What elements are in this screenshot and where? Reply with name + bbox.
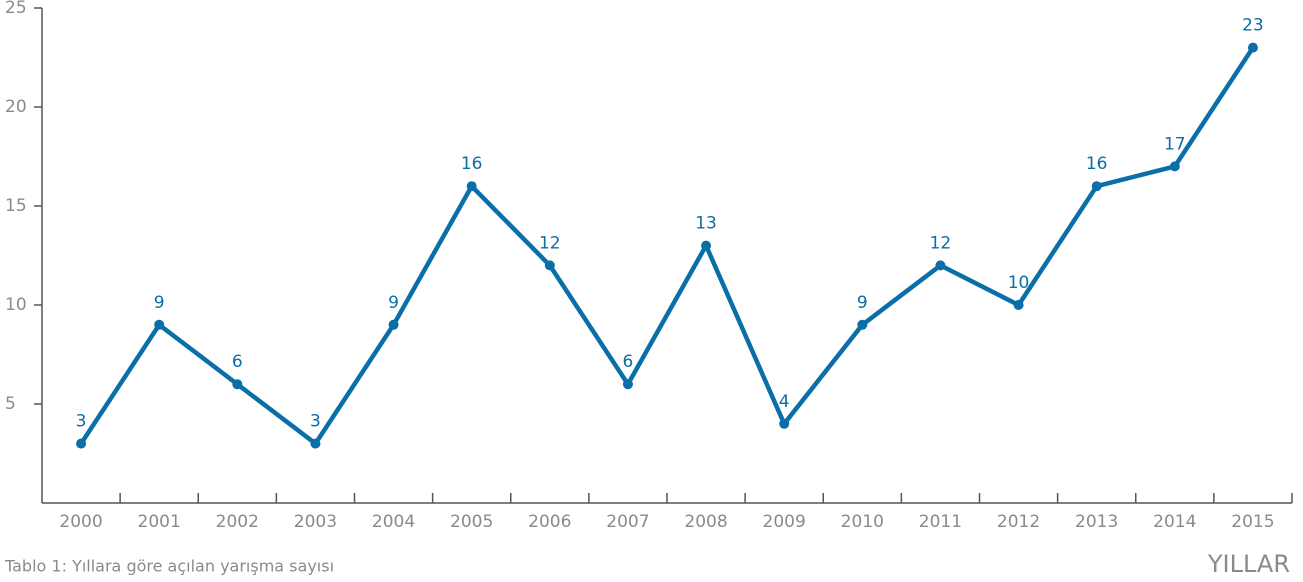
x-tick-label: 2006 [528,512,571,532]
y-tick-label: 5 [5,394,16,414]
data-label: 16 [461,154,483,174]
x-tick-label: 2012 [997,512,1040,532]
data-label: 23 [1242,16,1264,36]
x-tick-label: 2011 [919,512,962,532]
point [1091,181,1102,192]
point [1247,42,1258,53]
data-label: 3 [76,412,87,432]
point [1169,161,1180,172]
point [701,240,712,251]
point [544,260,555,271]
y-tick-label: 25 [5,0,27,18]
point [76,438,87,449]
data-label: 9 [857,293,868,313]
y-tick-label: 10 [5,295,27,315]
x-tick-label: 2000 [59,512,102,532]
x-tick-label: 2010 [841,512,884,532]
data-label: 16 [1086,154,1108,174]
x-axis-label: YILLAR [1207,550,1290,578]
y-tick-label: 20 [5,97,27,117]
point [935,260,946,271]
point [232,379,243,390]
point [310,438,321,449]
x-tick-label: 2002 [216,512,259,532]
data-label: 3 [310,412,321,432]
x-tick-label: 2007 [606,512,649,532]
point [857,319,868,330]
data-label: 6 [623,352,634,372]
x-tick-label: 2003 [294,512,337,532]
data-label: 17 [1164,134,1186,154]
x-tick-label: 2009 [763,512,806,532]
data-label: 4 [779,392,790,412]
x-tick-label: 2005 [450,512,493,532]
x-tick-label: 2013 [1075,512,1118,532]
point [466,181,477,192]
point [154,319,165,330]
point [388,319,399,330]
x-tick-label: 2015 [1231,512,1274,532]
x-tick-label: 2014 [1153,512,1196,532]
x-tick-label: 2008 [684,512,727,532]
point [1013,300,1024,310]
data-label: 6 [232,352,243,372]
point [779,418,790,429]
data-label: 10 [1008,273,1030,293]
x-tick-label: 2004 [372,512,415,532]
data-label: 12 [539,233,561,253]
point [622,379,633,390]
line [79,46,1255,446]
data-label: 12 [930,233,952,253]
caption: Tablo 1: Yıllara göre açılan yarışma say… [4,557,334,576]
x-tick-label: 2001 [138,512,181,532]
data-label: 13 [695,214,717,234]
y-tick-label: 15 [5,196,27,216]
data-label: 9 [154,293,165,313]
data-label: 9 [388,293,399,313]
